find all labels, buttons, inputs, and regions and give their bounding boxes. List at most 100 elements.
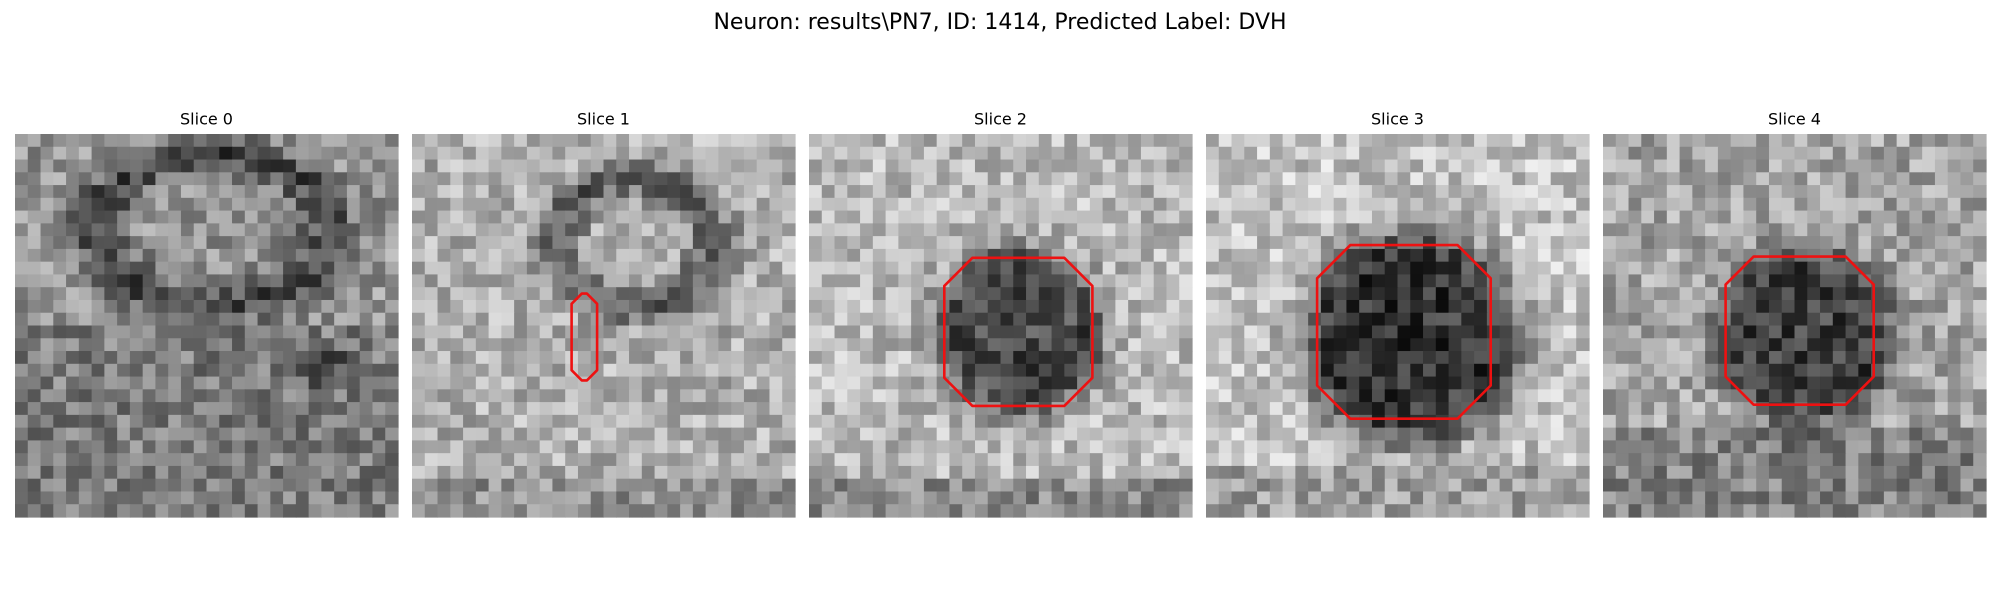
pixel bbox=[1960, 414, 1974, 429]
pixel bbox=[1257, 389, 1271, 403]
pixel bbox=[654, 427, 668, 441]
pixel bbox=[1654, 504, 1668, 518]
pixel bbox=[1346, 389, 1360, 403]
pixel bbox=[769, 248, 783, 263]
pixel bbox=[1410, 363, 1424, 378]
pixel bbox=[1768, 299, 1783, 314]
pixel bbox=[1448, 465, 1462, 480]
pixel bbox=[1896, 146, 1910, 161]
pixel bbox=[1077, 159, 1091, 173]
pixel bbox=[1257, 478, 1271, 493]
pixel bbox=[1960, 146, 1974, 161]
pixel bbox=[667, 491, 681, 505]
pixel bbox=[78, 504, 93, 518]
pixel bbox=[450, 185, 464, 199]
pixel bbox=[1768, 287, 1783, 301]
pixel bbox=[78, 414, 93, 429]
pixel bbox=[1448, 134, 1462, 148]
pixel bbox=[1423, 478, 1437, 493]
pixel bbox=[372, 287, 386, 301]
pixel bbox=[1550, 134, 1565, 148]
pixel bbox=[1679, 146, 1693, 161]
pixel bbox=[1654, 338, 1668, 352]
pixel bbox=[1781, 363, 1796, 378]
pixel bbox=[1128, 465, 1142, 480]
pixel bbox=[1832, 197, 1847, 212]
pixel bbox=[168, 325, 182, 339]
pixel bbox=[1295, 453, 1309, 467]
pixel bbox=[1666, 389, 1681, 403]
pixel bbox=[53, 389, 67, 403]
pixel bbox=[168, 210, 182, 224]
pixel bbox=[949, 134, 963, 148]
pixel bbox=[1128, 185, 1142, 199]
pixel bbox=[731, 172, 745, 186]
pixel bbox=[283, 223, 297, 237]
pixel bbox=[463, 312, 477, 327]
pixel bbox=[1679, 312, 1693, 327]
pixel bbox=[257, 299, 271, 314]
pixel bbox=[860, 274, 874, 288]
pixel bbox=[1102, 210, 1116, 224]
pixel bbox=[142, 338, 157, 352]
pixel bbox=[1269, 402, 1284, 416]
pixel bbox=[475, 274, 490, 288]
pixel bbox=[1308, 236, 1322, 250]
pixel bbox=[1051, 134, 1065, 148]
pixel bbox=[1603, 197, 1617, 212]
pixel bbox=[40, 351, 54, 365]
pixel bbox=[180, 491, 195, 505]
pixel bbox=[1410, 338, 1424, 352]
pixel bbox=[898, 299, 912, 314]
pixel bbox=[1960, 134, 1974, 148]
pixel bbox=[1807, 427, 1821, 441]
pixel bbox=[705, 478, 719, 493]
pixel bbox=[565, 197, 579, 212]
pixel bbox=[1397, 351, 1411, 365]
pixel bbox=[1295, 287, 1309, 301]
pixel bbox=[923, 134, 938, 148]
pixel bbox=[1410, 491, 1424, 505]
pixel bbox=[667, 261, 681, 276]
pixel bbox=[756, 427, 771, 441]
pixel bbox=[821, 248, 836, 263]
pixel bbox=[1845, 491, 1859, 505]
pixel bbox=[1410, 274, 1424, 288]
pixel bbox=[782, 414, 796, 429]
pixel bbox=[974, 402, 989, 416]
pixel bbox=[1115, 414, 1129, 429]
pixel bbox=[1947, 185, 1962, 199]
pixel bbox=[1820, 172, 1834, 186]
pixel bbox=[385, 210, 399, 224]
pixel bbox=[1153, 325, 1168, 339]
pixel bbox=[1038, 478, 1053, 493]
pixel bbox=[475, 312, 490, 327]
pixel bbox=[501, 248, 515, 263]
pixel bbox=[1730, 440, 1745, 454]
pixel bbox=[295, 261, 310, 276]
pixel bbox=[168, 453, 182, 467]
pixel bbox=[1102, 465, 1116, 480]
pixel bbox=[1128, 402, 1142, 416]
pixel bbox=[1359, 299, 1373, 314]
pixel bbox=[667, 440, 681, 454]
pixel bbox=[1922, 427, 1936, 441]
pixel bbox=[756, 389, 771, 403]
pixel bbox=[1128, 159, 1142, 173]
pixel bbox=[743, 197, 758, 212]
pixel bbox=[1448, 491, 1462, 505]
pixel bbox=[987, 440, 1002, 454]
pixel bbox=[1922, 453, 1936, 467]
pixel bbox=[1858, 159, 1872, 173]
pixel bbox=[1871, 402, 1885, 416]
pixel bbox=[552, 351, 566, 365]
pixel bbox=[1832, 210, 1847, 224]
pixel bbox=[1231, 261, 1245, 276]
pixel bbox=[180, 185, 195, 199]
pixel bbox=[641, 389, 656, 403]
pixel bbox=[718, 159, 732, 173]
pixel bbox=[270, 338, 284, 352]
pixel bbox=[1089, 197, 1104, 212]
pixel bbox=[104, 223, 118, 237]
pixel bbox=[743, 210, 758, 224]
